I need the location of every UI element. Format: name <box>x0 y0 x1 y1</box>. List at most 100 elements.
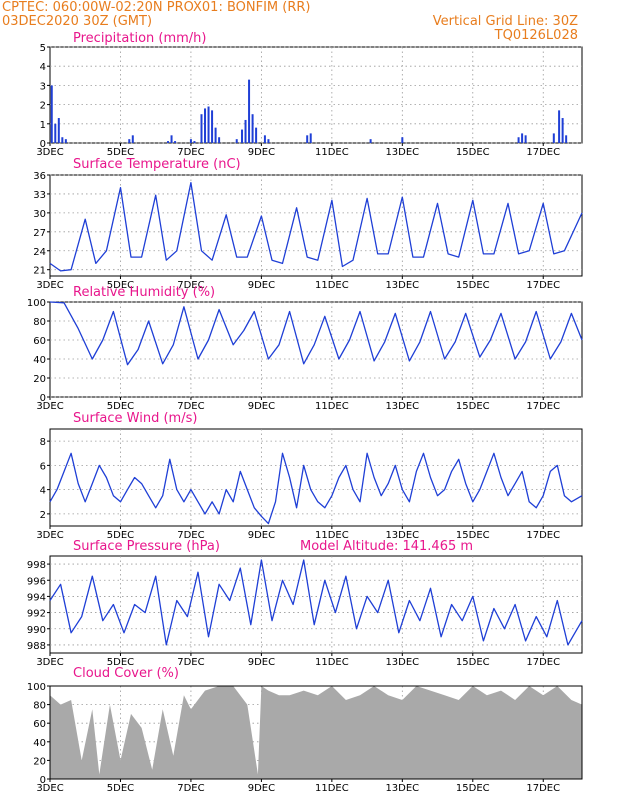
precip-bar <box>309 133 312 143</box>
precip-bar <box>369 139 372 143</box>
humidity-line <box>49 301 583 366</box>
cloud-cover-area <box>50 686 582 779</box>
temperature-xtick-label: 7DEC <box>177 280 204 291</box>
pressure-ytick-label: 992 <box>27 609 46 620</box>
temperature-ytick-label: 21 <box>33 266 46 277</box>
cloud-cover-xtick-label: 7DEC <box>177 783 204 794</box>
cloud-cover-ytick-label: 60 <box>33 719 46 730</box>
pressure-ytick-label: 988 <box>27 641 46 652</box>
cloud-cover-xtick-label: 15DEC <box>456 783 490 794</box>
temperature-ytick-label: 30 <box>33 209 46 220</box>
pressure-ytick-label: 990 <box>27 625 46 636</box>
temperature-xtick-label: 11DEC <box>315 280 349 291</box>
precip-bar <box>267 139 270 143</box>
precip-bar <box>64 139 67 143</box>
wind-xtick-label: 5DEC <box>107 530 134 541</box>
temperature-xtick-label: 3DEC <box>36 280 63 291</box>
pressure-frame <box>49 555 583 654</box>
wind-frame <box>49 428 583 527</box>
humidity-xtick-label: 3DEC <box>36 401 63 412</box>
precip-bar <box>54 123 57 143</box>
precipitation-ytick-label: 5 <box>40 43 46 54</box>
wind-ytick-label: 8 <box>40 437 46 448</box>
precip-bar <box>255 127 258 143</box>
precip-bar <box>251 114 254 143</box>
precip-bar <box>211 110 214 143</box>
pressure-line <box>49 559 583 646</box>
precip-bar <box>167 141 170 143</box>
temperature-ytick-label: 24 <box>33 247 46 258</box>
pressure-xtick-label: 11DEC <box>315 657 349 668</box>
precip-bar <box>218 137 221 143</box>
header-line1: CPTEC: 060:00W-02:20N PROX01: BONFIM (RR… <box>2 0 310 15</box>
humidity-ytick-label: 0 <box>40 393 46 404</box>
cloud-cover-ytick-label: 20 <box>33 756 46 767</box>
temperature-panel: 3DEC 5DEC 7DEC 9DEC 11DEC 13DEC 15DEC 17DEC 21 24… <box>33 157 583 291</box>
wind-xtick-label: 13DEC <box>385 530 419 541</box>
precipitation-xtick-label: 9DEC <box>248 147 275 158</box>
wind-xtick-label: 3DEC <box>36 530 63 541</box>
cloud-cover-xtick-label: 17DEC <box>526 783 560 794</box>
precip-bar <box>561 118 564 143</box>
header-line3-right: TQ0126L028 <box>494 28 578 43</box>
pressure-annotation: Model Altitude: 141.465 m <box>300 539 473 554</box>
precip-bar <box>241 129 244 143</box>
temperature-xtick-label: 9DEC <box>248 280 275 291</box>
precip-bar <box>128 139 131 143</box>
precip-bar <box>517 137 520 143</box>
pressure-ytick-label: 994 <box>27 592 46 603</box>
precip-bar <box>524 135 527 143</box>
humidity-ytick-label: 80 <box>33 317 46 328</box>
wind-line <box>49 452 583 525</box>
humidity-xtick-label: 9DEC <box>248 401 275 412</box>
cloud-cover-xtick-label: 5DEC <box>107 783 134 794</box>
pressure-panel: 3DEC 5DEC 7DEC 9DEC 11DEC 13DEC 15DEC 17DEC 988 9… <box>27 539 583 668</box>
wind-xtick-label: 17DEC <box>526 530 560 541</box>
precip-bar <box>401 137 404 143</box>
humidity-ytick-label: 60 <box>33 336 46 347</box>
pressure-xtick-label: 3DEC <box>36 657 63 668</box>
precip-bar <box>57 118 60 143</box>
temperature-ytick-label: 33 <box>33 190 46 201</box>
wind-panel: 3DEC 5DEC 7DEC 9DEC 11DEC 13DEC 15DEC 17DEC 2 4 6 8… <box>36 411 583 541</box>
precip-bar <box>200 114 203 143</box>
humidity-ytick-label: 20 <box>33 374 46 385</box>
temperature-xtick-label: 15DEC <box>456 280 490 291</box>
precip-bar <box>558 110 561 143</box>
humidity-xtick-label: 15DEC <box>456 401 490 412</box>
wind-ytick-label: 2 <box>40 510 46 521</box>
precipitation-xtick-label: 11DEC <box>315 147 349 158</box>
precipitation-xtick-label: 15DEC <box>456 147 490 158</box>
pressure-xtick-label: 5DEC <box>107 657 134 668</box>
cloud-cover-ytick-label: 0 <box>40 775 46 786</box>
precipitation-ytick-label: 0 <box>40 139 46 150</box>
precipitation-title: Precipitation (mm/h) <box>73 31 206 46</box>
cloud-cover-xtick-label: 3DEC <box>36 783 63 794</box>
cloud-cover-panel: 3DEC 5DEC 7DEC 9DEC 11DEC 13DEC 15DEC 17DEC 0 20 4… <box>27 666 583 794</box>
wind-title: Surface Wind (m/s) <box>73 411 197 426</box>
precip-bar <box>214 127 217 143</box>
pressure-xtick-label: 9DEC <box>248 657 275 668</box>
humidity-xtick-label: 17DEC <box>526 401 560 412</box>
cloud-cover-ytick-label: 80 <box>33 701 46 712</box>
temperature-ytick-label: 36 <box>33 171 46 182</box>
precip-bar <box>263 135 266 143</box>
temperature-xtick-label: 5DEC <box>107 280 134 291</box>
precipitation-xtick-label: 3DEC <box>36 147 63 158</box>
precipitation-ytick-label: 2 <box>40 101 46 112</box>
precip-bar <box>204 108 207 143</box>
precip-bar <box>174 141 177 143</box>
precip-bar <box>248 79 251 143</box>
precip-bar <box>193 141 196 143</box>
wind-ytick-label: 4 <box>40 486 46 497</box>
precip-bar <box>235 139 238 143</box>
header-line2-right: Vertical Grid Line: 30Z <box>433 14 578 29</box>
cloud-cover-ytick-label: 100 <box>27 682 46 693</box>
cloud-cover-xtick-label: 9DEC <box>248 783 275 794</box>
precip-bar <box>131 135 134 143</box>
precip-bar <box>306 135 309 143</box>
cloud-cover-title: Cloud Cover (%) <box>73 666 179 681</box>
humidity-xtick-label: 7DEC <box>177 401 204 412</box>
wind-xtick-label: 11DEC <box>315 530 349 541</box>
